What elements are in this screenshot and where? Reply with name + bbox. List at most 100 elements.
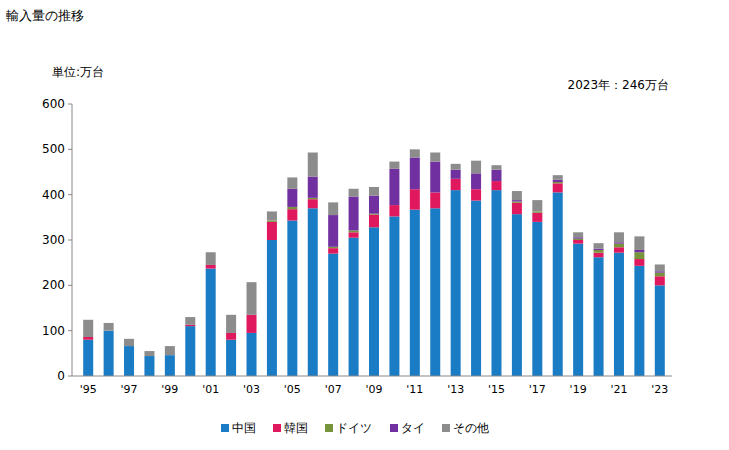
bar-segment [247,333,257,376]
bar-segment [206,269,216,376]
bar-segment [328,254,338,376]
bar-segment [369,215,379,228]
bar-segment [287,177,297,188]
bar-segment [573,237,583,238]
bar-segment [287,189,297,207]
legend-label: 韓国 [284,421,308,435]
tick-label: '17 [529,383,546,396]
bar-segment [104,331,114,376]
bar-segment [512,214,522,376]
legend: 中国韓国ドイツタイその他 [221,421,489,435]
bar-segment [308,208,318,376]
bar-segment [451,190,461,376]
tick-label: '19 [570,383,587,396]
tick [68,330,72,331]
x-axis [72,376,672,377]
tick-label: '95 [80,383,97,396]
bar-segment [594,250,604,253]
tick [68,240,72,241]
bar-segment [349,232,359,237]
legend-swatch [390,424,398,432]
tick-label: '21 [610,383,627,396]
legend-swatch [325,424,333,432]
bar-segment [451,179,461,190]
bar-segment [389,216,399,376]
bar-segment [144,351,154,356]
bar-segment [512,191,522,200]
bar-segment [83,337,93,340]
tick-label: 0 [57,369,65,383]
bar-segment [614,244,624,248]
legend-label: 中国 [232,421,256,435]
bar-segment [308,153,318,177]
bar-segment [532,200,542,211]
bar-segment [430,162,440,193]
tick-label: '99 [161,383,178,396]
bar-segment [410,149,420,157]
bar-segment [328,202,338,215]
bar-segment [491,165,501,170]
tick-label: 200 [42,278,65,292]
bar-segment [491,190,501,376]
bar-segment [206,252,216,265]
tick-label: '97 [121,383,138,396]
bar-segment [512,201,522,202]
bar-segment [328,248,338,253]
bar-segment [369,227,379,376]
bar-segment [655,273,665,277]
bar-segment [124,346,134,376]
bar-segment [655,276,665,285]
bar-segment [247,282,257,315]
bar-segment [104,323,114,331]
bar-segment [308,198,318,199]
bar-segment [512,203,522,214]
bar-segment [410,157,420,189]
bar-segment [430,192,440,208]
bar-segment [389,169,399,205]
bar-segment [287,221,297,376]
bar-segment [553,180,563,182]
bar-segment [573,240,583,244]
bar-segment [83,320,93,337]
bar-segment [491,181,501,190]
bar-segment [83,340,93,376]
bar-segment [512,200,522,201]
bar-segment [451,164,461,170]
bar-segment [308,177,318,198]
bar-segment [185,325,195,326]
bar-segment [553,183,563,192]
bar-segment [328,247,338,248]
bar-segment [573,244,583,376]
tick-label: '15 [488,383,505,396]
tick-label: '05 [284,383,301,396]
bar-segment [185,317,195,325]
tick [68,285,72,286]
bar-segment [451,170,461,179]
legend-swatch [221,424,229,432]
bars [83,149,665,376]
bar-segment [206,265,216,269]
bar-segment [655,264,665,271]
bar-segment [614,247,624,252]
bar-segment [287,207,297,209]
legend-label: ドイツ [336,421,372,435]
bar-segment [185,326,195,376]
bar-segment [226,315,236,333]
bar-segment [349,196,359,230]
bar-segment [328,215,338,247]
bar-segment [226,340,236,376]
bar-segment [573,232,583,237]
bar-segment [573,239,583,240]
tick-label: 600 [42,97,65,111]
bar-segment [532,211,542,212]
tick-label: '23 [651,383,668,396]
bar-segment [267,222,277,240]
tick [68,149,72,150]
bar-segment [471,173,481,189]
bar-segment [389,205,399,216]
bar-segment [491,170,501,181]
bar-segment [553,182,563,183]
tick-label: 100 [42,324,65,338]
bar-segment [389,162,399,169]
tick [68,376,72,377]
